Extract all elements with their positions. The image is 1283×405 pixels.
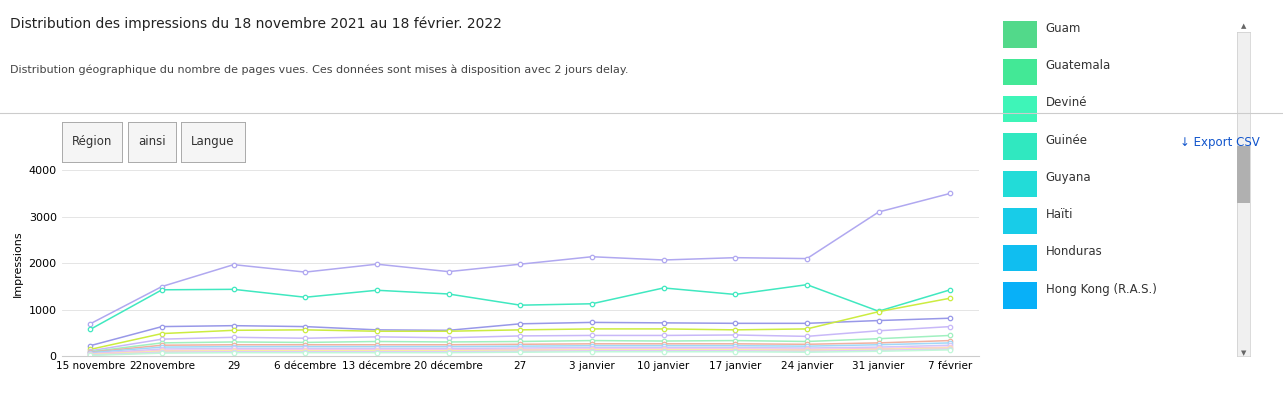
Text: Honduras: Honduras <box>1046 245 1102 258</box>
Text: Guatemala: Guatemala <box>1046 59 1111 72</box>
Text: Guinée: Guinée <box>1046 134 1088 147</box>
Text: Hong Kong (R.A.S.): Hong Kong (R.A.S.) <box>1046 283 1156 296</box>
Text: Deviné: Deviné <box>1046 96 1087 109</box>
Text: Haïti: Haïti <box>1046 208 1073 221</box>
Text: Distribution des impressions du 18 novembre 2021 au 18 février. 2022: Distribution des impressions du 18 novem… <box>10 16 502 31</box>
Text: Langue: Langue <box>191 135 235 148</box>
Text: ▲: ▲ <box>1241 23 1246 29</box>
Text: ↓ Export CSV: ↓ Export CSV <box>1180 136 1260 149</box>
Text: Distribution géographique du nombre de pages vues. Ces données sont mises à disp: Distribution géographique du nombre de p… <box>10 65 629 75</box>
Text: ▼: ▼ <box>1241 350 1246 356</box>
Text: Région: Région <box>72 135 112 148</box>
Y-axis label: Impressions: Impressions <box>13 230 23 296</box>
Text: Guyana: Guyana <box>1046 171 1092 184</box>
Text: Guam: Guam <box>1046 22 1082 35</box>
Text: ainsi: ainsi <box>139 135 166 148</box>
